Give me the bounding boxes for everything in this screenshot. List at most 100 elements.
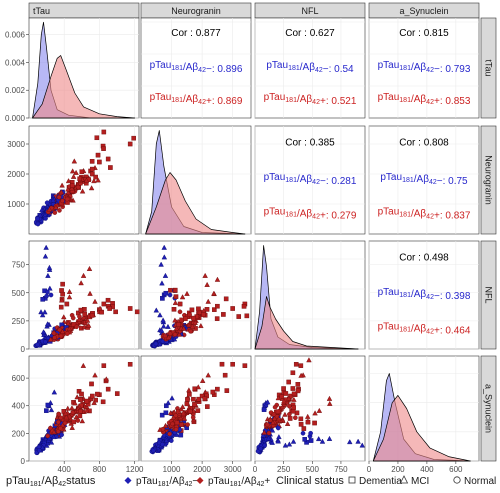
correlation-neg: pTau181/Aβ42−: 0.281 xyxy=(264,172,357,187)
point-dementia xyxy=(105,156,111,162)
point-dementia xyxy=(294,410,300,416)
label-part: 42 xyxy=(315,67,323,74)
point-dementia xyxy=(242,363,248,368)
point-dementia xyxy=(89,159,95,164)
point-dementia xyxy=(241,304,247,309)
y-tick-label: 0.002 xyxy=(5,86,26,95)
point-normal xyxy=(172,332,178,337)
scatter-Neurogranin-vs-tTau xyxy=(33,129,136,227)
point-dementia xyxy=(191,396,196,402)
label-part: : 0.853 xyxy=(440,96,471,107)
legend-part: pTau xyxy=(208,476,230,487)
legend-item-dementia: Dementia xyxy=(359,476,402,487)
point-dementia xyxy=(101,301,107,307)
point-dementia xyxy=(101,363,107,368)
point-normal xyxy=(167,431,172,437)
label-part: pTau xyxy=(378,207,400,218)
point-normal xyxy=(264,422,270,428)
point-dementia xyxy=(223,296,229,302)
label-part: pTau xyxy=(378,60,400,71)
strip-right-NFL xyxy=(480,240,497,350)
label-part: 42 xyxy=(312,214,320,221)
point-dementia xyxy=(177,301,183,307)
label-part: + xyxy=(434,211,440,222)
x-tick-label: 200 xyxy=(391,465,405,474)
point-mci xyxy=(327,400,333,406)
point-normal xyxy=(173,427,179,432)
scatter-NFL-vs-tTau xyxy=(33,244,140,348)
point-dementia xyxy=(76,388,82,394)
point-dementia xyxy=(127,141,133,147)
x-tick-label: 500 xyxy=(306,465,320,474)
point-mci xyxy=(158,261,164,267)
point-dementia xyxy=(45,402,51,408)
point-normal xyxy=(56,419,61,425)
point-mci xyxy=(312,410,318,416)
point-dementia xyxy=(95,391,100,397)
point-mci xyxy=(201,307,207,313)
label-part: : 0.54 xyxy=(329,64,354,75)
legend-status-title: pTau181/Aβ42status xyxy=(6,475,96,488)
point-normal xyxy=(58,426,63,431)
legend-part: status xyxy=(66,475,96,487)
point-mci xyxy=(45,272,51,278)
strip-label-right-NFL: NFL xyxy=(484,286,494,303)
point-mci xyxy=(199,377,206,383)
point-dementia xyxy=(187,392,192,397)
point-normal xyxy=(45,289,50,295)
point-normal xyxy=(44,200,50,206)
label-part: : 0.398 xyxy=(440,291,471,302)
correlation-pos: pTau181/Aβ42+: 0.464 xyxy=(378,322,471,337)
point-dementia xyxy=(163,290,169,296)
point-mci xyxy=(161,244,167,250)
point-dementia xyxy=(230,306,235,311)
label-part: /Aβ xyxy=(411,324,426,335)
point-mci xyxy=(157,341,163,347)
point-mci xyxy=(88,185,95,191)
y-tick-label: 600 xyxy=(12,374,26,383)
point-normal xyxy=(44,293,49,299)
legend: pTau181/Aβ42status pTau181/Aβ42− pTau181/A… xyxy=(6,475,496,488)
point-mci xyxy=(46,206,53,212)
point-dementia xyxy=(97,159,102,165)
point-dementia xyxy=(78,409,83,414)
point-mci xyxy=(58,189,65,195)
point-dementia xyxy=(302,437,308,442)
point-mci xyxy=(198,322,204,329)
point-mci xyxy=(59,182,65,188)
label-part: /Aβ xyxy=(297,94,312,105)
point-mci xyxy=(165,323,171,329)
x-tick-label: 1200 xyxy=(126,465,144,474)
point-normal xyxy=(35,216,40,221)
correlation-neg: pTau181/Aβ42−: 0.793 xyxy=(378,60,471,75)
point-dementia xyxy=(90,166,95,172)
point-dementia xyxy=(176,322,181,327)
strip-right-Neurogranin xyxy=(480,125,497,235)
point-mci xyxy=(158,327,165,333)
legend-item-normal: Normal xyxy=(464,476,496,487)
point-mci xyxy=(78,280,84,286)
panel-r0-c1 xyxy=(140,17,252,119)
point-mci xyxy=(66,325,73,332)
point-dementia xyxy=(290,370,296,376)
point-dementia xyxy=(308,438,314,443)
point-dementia xyxy=(60,291,65,297)
density-Neurogranin xyxy=(145,130,246,235)
point-mci xyxy=(205,372,211,378)
y-tick-label: 750 xyxy=(12,261,26,270)
x-tick-label: 400 xyxy=(58,465,72,474)
point-mci xyxy=(291,396,297,402)
point-normal xyxy=(190,415,196,420)
label-part: pTau xyxy=(380,172,402,183)
label-part: 181 xyxy=(171,97,183,104)
point-mci xyxy=(276,434,282,440)
point-normal xyxy=(173,413,179,418)
point-dementia xyxy=(275,409,281,414)
point-mci xyxy=(97,305,103,311)
point-normal xyxy=(159,442,165,447)
label-part: pTau xyxy=(264,92,286,103)
point-mci xyxy=(269,427,276,433)
point-mci xyxy=(92,298,98,304)
